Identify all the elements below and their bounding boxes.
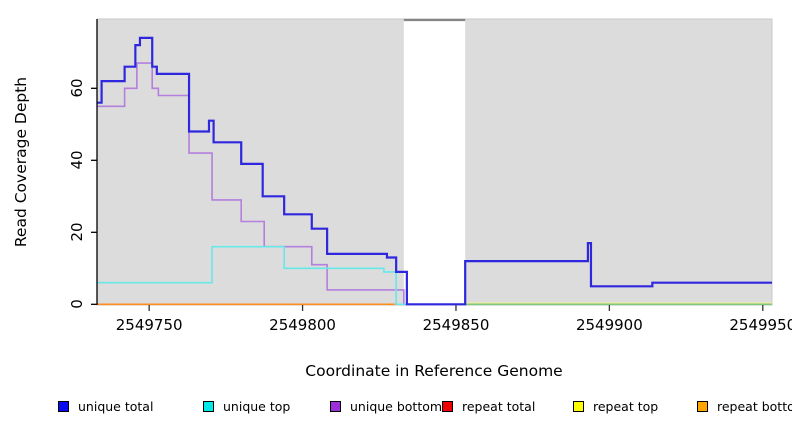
x-tick-label: 2549950: [729, 316, 792, 334]
series-unique-total-line: [97, 36, 772, 306]
y-tick-label: 0: [68, 299, 86, 310]
legend-label: unique bottom: [350, 399, 443, 414]
legend-label: unique top: [223, 399, 291, 414]
legend-swatch-repeat-bottom: [697, 401, 708, 412]
y-tick-label: 40: [68, 150, 86, 170]
x-tick-label: 2549850: [422, 316, 490, 334]
y-axis-title: Read Coverage Depth: [12, 76, 30, 248]
x-tick-label: 2549750: [115, 316, 183, 334]
x-axis-title: Coordinate in Reference Genome: [305, 362, 563, 380]
legend-swatch-unique-bottom: [330, 401, 341, 412]
x-tick-label: 2549900: [575, 316, 643, 334]
legend-label: repeat total: [462, 399, 536, 414]
legend-label: repeat bottom: [717, 399, 792, 414]
legend-swatch-unique-top: [203, 401, 214, 412]
legend-swatch-repeat-total: [442, 401, 453, 412]
legend-label: repeat top: [593, 399, 659, 414]
no-data-gap: [403, 19, 466, 305]
x-tick-label: 2549800: [269, 316, 336, 334]
legend-swatch-unique-total: [58, 401, 69, 412]
y-tick-label: 60: [68, 78, 86, 98]
legend-label: unique total: [78, 399, 154, 414]
legend-swatch-repeat-top: [573, 401, 584, 412]
series-unique-top-line: [97, 245, 407, 306]
y-tick-label: 20: [68, 222, 86, 242]
